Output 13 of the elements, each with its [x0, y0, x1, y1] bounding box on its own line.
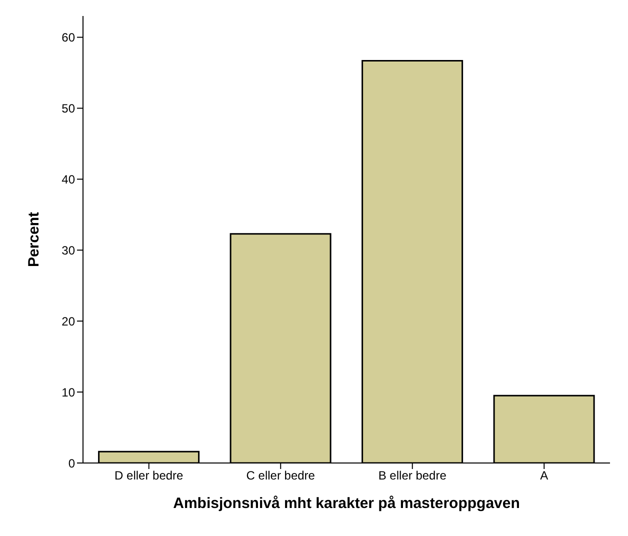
- x-tick-label: C eller bedre: [246, 468, 316, 483]
- y-tick-label: 40: [62, 172, 76, 186]
- x-tick-label: D eller bedre: [114, 468, 184, 483]
- x-tick-label: B eller bedre: [378, 468, 447, 483]
- y-tick-label: 0: [68, 456, 76, 470]
- x-axis-title: Ambisjonsnivå mht karakter på masteroppgaven: [173, 495, 520, 512]
- y-axis-title: Percent: [25, 212, 42, 268]
- y-tick-label: 20: [62, 314, 76, 328]
- y-tick-label: 10: [62, 385, 76, 400]
- y-tick-label: 60: [62, 30, 76, 45]
- x-tick-label: A: [540, 468, 548, 483]
- y-tick-label: 30: [62, 243, 76, 258]
- y-tick-label: 50: [62, 102, 76, 116]
